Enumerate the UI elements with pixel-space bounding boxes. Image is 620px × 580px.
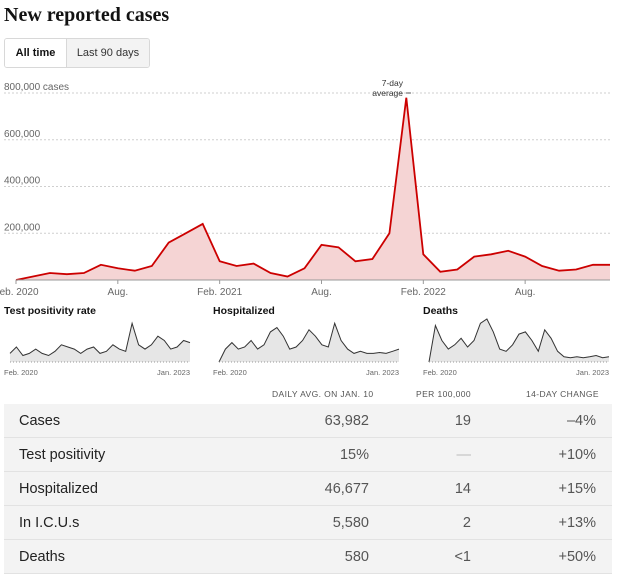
sparkline-chart: Feb. 2020 Jan. 2023: [213, 321, 400, 377]
sparkline-deaths: Deaths Feb. 2020 Jan. 2023: [423, 302, 613, 382]
row-label: Deaths: [19, 549, 65, 565]
sparkline-title: Hospitalized: [213, 305, 275, 317]
all-time-button[interactable]: All time: [5, 39, 67, 67]
row-14-day-change: +50%: [558, 549, 597, 565]
annotation-line2: average: [372, 88, 403, 98]
table-row: Cases 63,982 19 –4%: [4, 404, 612, 438]
x-tick-label: Aug.: [108, 287, 129, 298]
row-daily-avg: 5,580: [332, 515, 369, 531]
stats-table: Cases 63,982 19 –4% Test positivity 15% …: [4, 404, 612, 574]
row-14-day-change: +10%: [558, 447, 597, 463]
sparkline-hospitalized: Hospitalized Feb. 2020 Jan. 2023: [213, 302, 403, 382]
sparkline-title: Deaths: [423, 305, 459, 317]
col-header-per-100k: PER 100,000: [416, 389, 471, 399]
y-tick-label: 400,000: [4, 176, 41, 187]
sparkline-test-positivity: Test positivity rate Feb. 2020 Jan. 2023: [4, 302, 194, 382]
cases-area-fill: [16, 97, 610, 280]
row-per-100k: 2: [462, 515, 471, 531]
row-daily-avg: 15%: [339, 447, 369, 463]
x-tick-label: Aug.: [311, 287, 332, 298]
sparkline-chart: Feb. 2020 Jan. 2023: [4, 321, 191, 377]
col-header-14-day-change: 14-DAY CHANGE: [526, 389, 599, 399]
row-14-day-change: –4%: [566, 413, 596, 429]
cases-area-chart: 800,000 cases 600,000 400,000 200,000 Feb. …: [0, 78, 610, 298]
row-14-day-change: +15%: [558, 481, 597, 497]
sparkline-line: [428, 318, 610, 363]
col-header-daily-avg: DAILY AVG. ON JAN. 10: [272, 389, 374, 399]
annotation-line1: 7-day: [382, 78, 404, 88]
row-label: Test positivity: [19, 447, 106, 463]
sparkline-end-label: Jan. 2023: [576, 368, 609, 377]
x-tick-label: Feb. 2020: [0, 287, 39, 298]
sparkline-end-label: Jan. 2023: [157, 368, 190, 377]
row-per-100k: —: [456, 447, 472, 463]
sparkline-start-label: Feb. 2020: [4, 368, 38, 377]
sparkline-start-label: Feb. 2020: [213, 368, 247, 377]
y-tick-label: 200,000: [4, 222, 41, 233]
sparkline-fill: [10, 323, 190, 362]
table-row: Deaths 580 <1 +50%: [4, 540, 612, 574]
x-tick-label: Aug.: [515, 287, 536, 298]
table-row: In I.C.U.s 5,580 2 +13%: [4, 506, 612, 540]
row-label: Cases: [19, 413, 61, 429]
row-daily-avg: 580: [344, 549, 369, 565]
sparkline-fill: [429, 319, 609, 362]
table-row: Hospitalized 46,677 14 +15%: [4, 472, 612, 506]
sparkline-line: [9, 321, 191, 357]
x-tick-label: Feb. 2021: [197, 287, 242, 298]
row-label: Hospitalized: [19, 481, 98, 497]
y-tick-label: 600,000: [4, 129, 41, 140]
sparkline-title: Test positivity rate: [4, 305, 96, 317]
table-row: Test positivity 15% — +10%: [4, 438, 612, 472]
cases-line: [15, 97, 610, 281]
row-per-100k: 14: [454, 481, 471, 497]
page-title: New reported cases: [4, 4, 170, 26]
sparkline-fill: [219, 323, 399, 362]
sparkline-line: [218, 321, 400, 363]
y-tick-label: 800,000 cases: [4, 82, 69, 93]
last-90-days-button[interactable]: Last 90 days: [67, 39, 149, 67]
row-per-100k: <1: [454, 549, 471, 565]
row-per-100k: 19: [454, 413, 471, 429]
x-tick-label: Feb. 2022: [401, 287, 446, 298]
sparkline-chart: Feb. 2020 Jan. 2023: [423, 318, 610, 377]
row-14-day-change: +13%: [558, 515, 597, 531]
time-range-toggle: All time Last 90 days: [4, 38, 150, 68]
sparkline-end-label: Jan. 2023: [366, 368, 399, 377]
row-daily-avg: 63,982: [324, 413, 369, 429]
row-daily-avg: 46,677: [324, 481, 369, 497]
row-label: In I.C.U.s: [19, 515, 80, 531]
sparkline-start-label: Feb. 2020: [423, 368, 457, 377]
